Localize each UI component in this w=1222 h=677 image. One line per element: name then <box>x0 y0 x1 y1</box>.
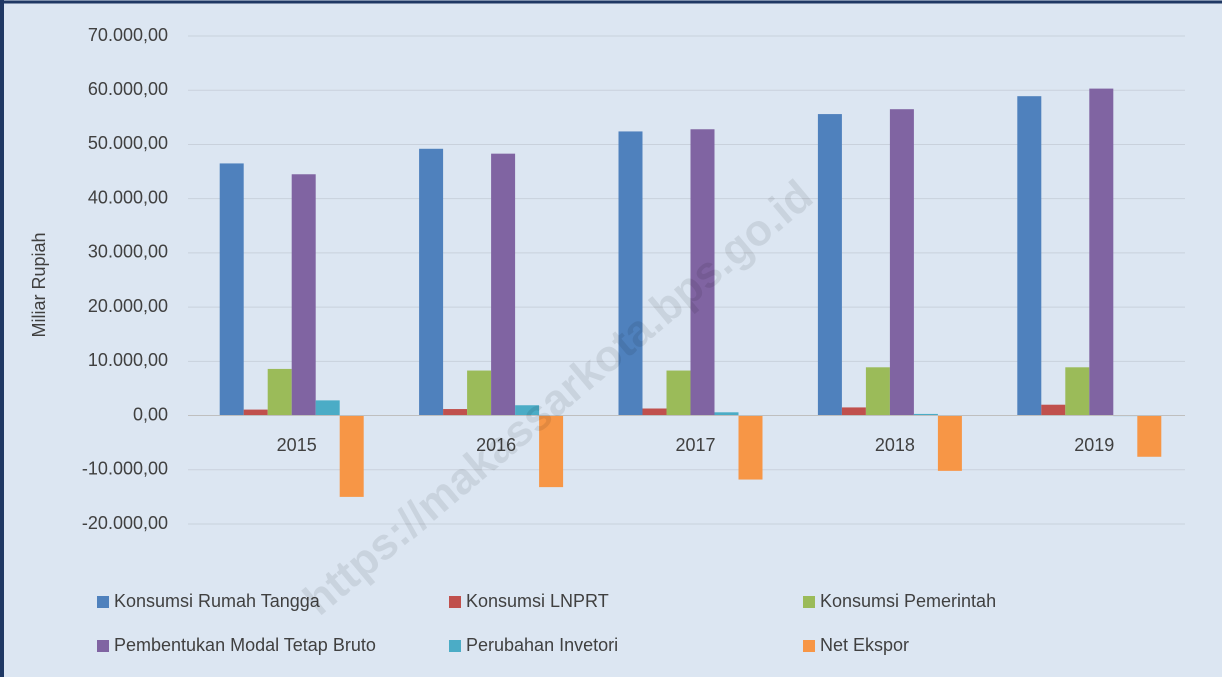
bar <box>937 415 962 471</box>
y-tick-label: 70.000,00 <box>88 25 168 45</box>
x-tick-label: 2018 <box>875 435 915 455</box>
bar <box>714 412 739 416</box>
bar <box>419 148 444 416</box>
legend-label: Pembentukan Modal Tetap Bruto <box>114 635 376 655</box>
bar <box>1089 88 1114 416</box>
legend-label: Konsumsi Rumah Tangga <box>114 591 321 611</box>
bar <box>467 370 492 416</box>
bar <box>913 413 938 416</box>
y-tick-label: 0,00 <box>133 404 168 424</box>
bar <box>1017 96 1042 416</box>
legend-label: Konsumsi LNPRT <box>466 591 609 611</box>
bar <box>817 114 842 416</box>
bar <box>219 163 244 416</box>
x-tick-label: 2015 <box>277 435 317 455</box>
bar <box>243 409 268 416</box>
y-axis-label: Miliar Rupiah <box>29 232 49 337</box>
bar <box>315 400 340 416</box>
bar <box>339 415 364 497</box>
x-tick-label: 2017 <box>675 435 715 455</box>
legend-swatch <box>803 596 815 608</box>
legend-label: Net Ekspor <box>820 635 909 655</box>
bar <box>443 409 468 416</box>
bar <box>1137 415 1162 457</box>
bar <box>690 129 715 416</box>
y-tick-label: 40.000,00 <box>88 187 168 207</box>
y-tick-label: 20.000,00 <box>88 296 168 316</box>
bar <box>291 174 316 416</box>
legend-swatch <box>449 596 461 608</box>
legend-label: Perubahan Invetori <box>466 635 618 655</box>
x-tick-label: 2016 <box>476 435 516 455</box>
bar <box>539 415 564 488</box>
y-tick-label: -20.000,00 <box>82 513 168 533</box>
legend-swatch <box>97 596 109 608</box>
bar <box>267 368 292 416</box>
bar <box>618 131 643 416</box>
bar <box>491 153 516 416</box>
legend-swatch <box>803 640 815 652</box>
bar <box>515 405 540 416</box>
bar <box>1041 404 1066 416</box>
legend-swatch <box>449 640 461 652</box>
y-tick-label: 60.000,00 <box>88 79 168 99</box>
bar <box>642 408 667 416</box>
bar <box>666 370 691 416</box>
y-tick-label: -10.000,00 <box>82 459 168 479</box>
legend-label: Konsumsi Pemerintah <box>820 591 996 611</box>
bar <box>865 367 890 416</box>
x-tick-label: 2019 <box>1074 435 1114 455</box>
bar <box>889 109 914 416</box>
y-tick-label: 10.000,00 <box>88 350 168 370</box>
bar <box>1065 367 1090 416</box>
legend-swatch <box>97 640 109 652</box>
bar <box>841 407 866 416</box>
y-tick-label: 30.000,00 <box>88 242 168 262</box>
bar <box>738 415 763 480</box>
y-tick-label: 50.000,00 <box>88 133 168 153</box>
